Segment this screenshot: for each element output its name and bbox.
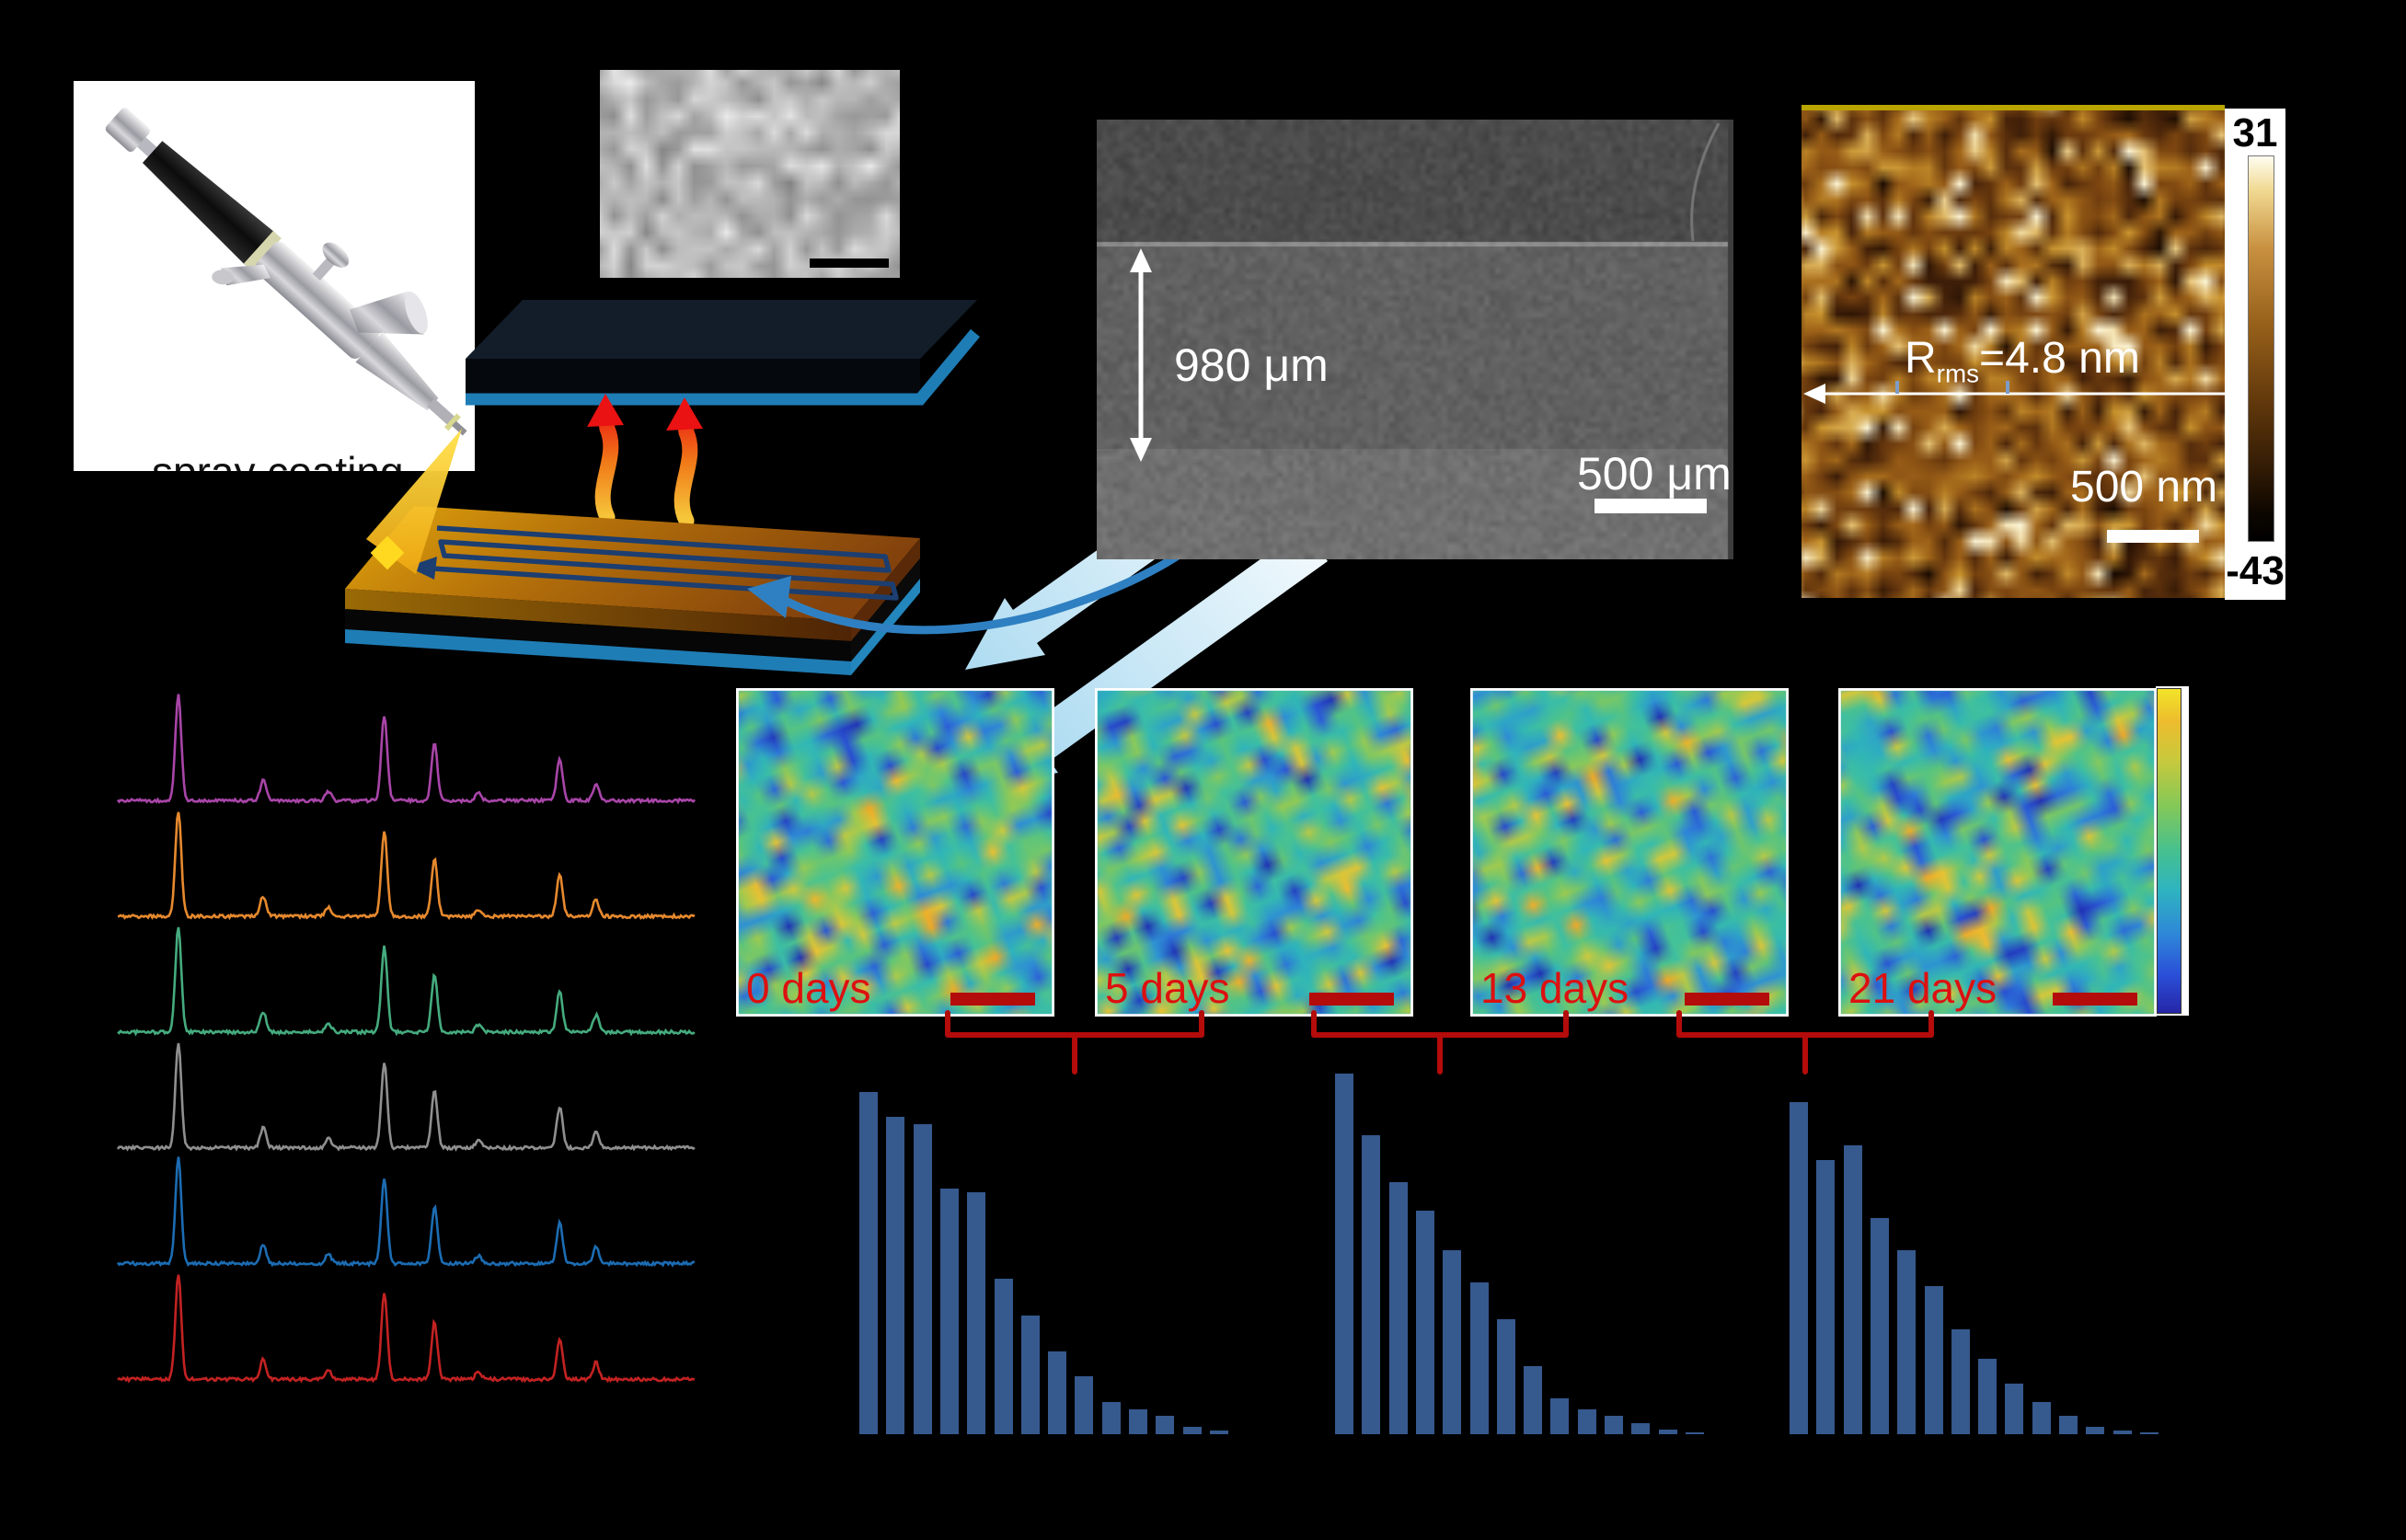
histogram-bar bbox=[1790, 1102, 1808, 1434]
histogram-bar bbox=[1897, 1250, 1917, 1434]
xrd-trace-pattern-5 bbox=[116, 1156, 696, 1268]
bracket-2 bbox=[1311, 1010, 1569, 1075]
pl-colorbar-panel bbox=[2156, 686, 2189, 1016]
histogram-bar bbox=[1605, 1416, 1623, 1434]
cross-scalebar-label: 500 μm bbox=[1577, 448, 1732, 500]
histogram-bar bbox=[1870, 1217, 1889, 1434]
histogram-bar bbox=[1209, 1431, 1228, 1434]
afm-colorbar-max: 31 bbox=[2232, 110, 2278, 155]
cross-scalebar bbox=[1594, 499, 1707, 513]
histogram-bar bbox=[2059, 1416, 2078, 1434]
histogram-bar bbox=[967, 1192, 986, 1434]
afm-top-stripe bbox=[1802, 105, 2225, 110]
histogram-3 bbox=[1790, 1074, 2169, 1434]
histogram-bar bbox=[2032, 1401, 2051, 1434]
inset-scalebar bbox=[810, 259, 889, 268]
airbrush-illustration: spray coating bbox=[74, 81, 475, 471]
histogram-bar bbox=[1658, 1429, 1677, 1434]
histogram-bar bbox=[2005, 1384, 2024, 1434]
xrd-trace-pattern-2 bbox=[117, 811, 696, 921]
histogram-bar bbox=[1362, 1134, 1381, 1434]
histogram-bar bbox=[1075, 1376, 1094, 1434]
heat-arrows-icon bbox=[587, 394, 703, 529]
xrd-trace-pattern-6-bottom bbox=[117, 1274, 696, 1384]
histogram-bar bbox=[1048, 1350, 1067, 1434]
raster-path-icon bbox=[432, 525, 899, 601]
pl-map-13days: 13 days bbox=[1470, 688, 1789, 1017]
pair-brackets bbox=[945, 1010, 1934, 1075]
afm-scalebar-label: 500 nm bbox=[2070, 463, 2218, 511]
pl-map-0days: 0 days bbox=[736, 688, 1054, 1017]
top-substrate-plate bbox=[466, 300, 980, 406]
histogram-bar bbox=[1631, 1423, 1651, 1434]
histogram-bar bbox=[1924, 1286, 1943, 1434]
pl-map-scalebar bbox=[950, 993, 1035, 1006]
thickness-label: 980 μm bbox=[1174, 339, 1329, 391]
pl-map-label: 5 days bbox=[1105, 964, 1230, 1012]
histogram-bar bbox=[1469, 1282, 1489, 1434]
surface-sem-inset bbox=[600, 70, 900, 278]
histogram-bar bbox=[913, 1123, 932, 1434]
pl-map-5days: 5 days bbox=[1095, 688, 1413, 1017]
histogram-bar bbox=[1335, 1074, 1353, 1434]
histogram-bar bbox=[2139, 1432, 2158, 1434]
xrd-plot bbox=[116, 694, 696, 1384]
afm-scalebar bbox=[2107, 530, 2199, 543]
histogram-bar bbox=[1978, 1358, 1997, 1434]
pl-map-scalebar bbox=[1309, 993, 1394, 1006]
histogram-bar bbox=[1156, 1416, 1175, 1434]
pl-map-label: 0 days bbox=[746, 964, 871, 1012]
spray-jet-icon bbox=[366, 429, 462, 574]
afm-colorbar-min: -43 bbox=[2226, 548, 2285, 593]
histogram-bar bbox=[1101, 1401, 1121, 1434]
pl-map-scalebar bbox=[2053, 993, 2137, 1006]
hotplate-substrate bbox=[345, 506, 920, 675]
pl-map-scalebar bbox=[1685, 993, 1769, 1006]
pl-map-21days: 21 days bbox=[1838, 688, 2157, 1017]
histogram-bar bbox=[1388, 1181, 1408, 1434]
histogram-bar bbox=[1577, 1408, 1596, 1434]
histogram-bar bbox=[1129, 1408, 1147, 1434]
pl-map-label: 21 days bbox=[1848, 964, 1997, 1012]
xrd-trace-pattern-1-top bbox=[116, 694, 696, 805]
afm-colorbar bbox=[2249, 156, 2274, 541]
airbrush-icon bbox=[105, 108, 467, 436]
xrd-trace-pattern-4 bbox=[116, 1042, 696, 1152]
cross-section-panel: 980 μm 500 μm bbox=[1097, 120, 1733, 559]
histogram-2 bbox=[1335, 1074, 1714, 1434]
histogram-bar bbox=[1020, 1315, 1040, 1434]
histogram-bar bbox=[1843, 1145, 1862, 1434]
thickness-arrow bbox=[1130, 248, 1152, 462]
bracket-3 bbox=[1676, 1010, 1934, 1075]
histogram-bar bbox=[1685, 1432, 1704, 1434]
xrd-trace-pattern-3 bbox=[117, 926, 696, 1037]
histogram-bar bbox=[886, 1117, 905, 1434]
histogram-bar bbox=[1524, 1365, 1543, 1434]
afm-panel: Rrms=4.8 nm 500 nm bbox=[1802, 105, 2225, 598]
histogram-bar bbox=[1951, 1329, 1970, 1434]
histogram-bar bbox=[939, 1189, 959, 1434]
histogram-bar bbox=[1550, 1397, 1570, 1434]
histogram-bar bbox=[1443, 1250, 1462, 1434]
histogram-bar bbox=[859, 1091, 878, 1434]
bracket-1 bbox=[945, 1010, 1204, 1075]
histogram-bar bbox=[1496, 1318, 1515, 1434]
histogram-bar bbox=[2112, 1431, 2132, 1434]
afm-colorbar-panel: 31 -43 bbox=[2225, 109, 2285, 600]
histogram-bar bbox=[1816, 1160, 1836, 1434]
pl-colorbar bbox=[2158, 689, 2181, 1013]
histogram-bar bbox=[1415, 1210, 1434, 1434]
roughness-label: Rrms=4.8 nm bbox=[1905, 334, 2140, 388]
histogram-bar bbox=[994, 1279, 1013, 1434]
histogram-bar bbox=[2086, 1427, 2105, 1434]
pl-map-label: 13 days bbox=[1480, 964, 1629, 1012]
afm-width-arrow bbox=[1803, 381, 2225, 404]
spray-caption: spray coating bbox=[152, 447, 409, 471]
histogram-1 bbox=[859, 1074, 1238, 1434]
histogram-bar bbox=[1182, 1427, 1202, 1434]
